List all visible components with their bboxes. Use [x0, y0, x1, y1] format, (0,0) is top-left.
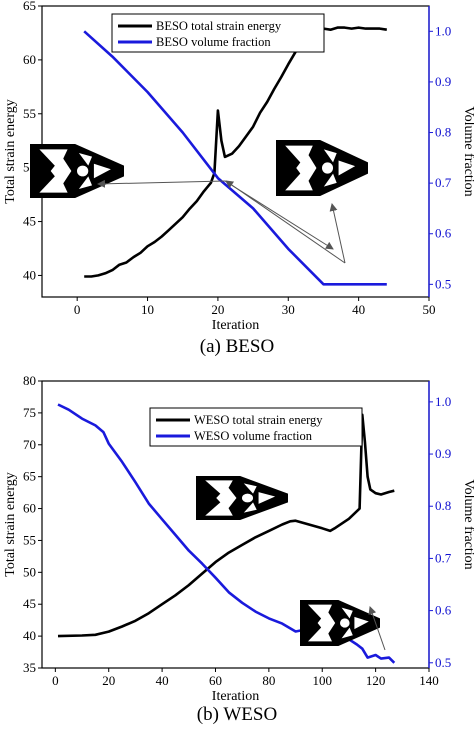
y-tick-label: 55 [23, 106, 36, 121]
y2-tick-label: 0.9 [435, 74, 451, 89]
y-axis-label: Total strain energy [3, 472, 18, 577]
structure-hole [243, 483, 257, 494]
structure-thumbnail [196, 476, 288, 520]
structure-thumbnail [276, 140, 368, 196]
y-tick-label: 80 [23, 373, 36, 388]
y2-axis-label: Volume fraction [461, 106, 474, 196]
structure-thumbnail [30, 144, 125, 198]
structure-hole [242, 493, 254, 503]
annotation-arrow [368, 606, 386, 651]
structure-hole [50, 156, 72, 186]
structure-hole [78, 176, 93, 189]
y-tick-label: 75 [23, 405, 36, 420]
y2-tick-label: 0.9 [435, 446, 451, 461]
x-tick-label: 0 [52, 673, 59, 688]
y2-tick-label: 1.0 [435, 23, 451, 38]
x-tick-label: 120 [366, 673, 386, 688]
legend-label: WESO total strain energy [194, 413, 323, 427]
y-tick-label: 60 [23, 501, 36, 516]
x-tick-label: 40 [352, 302, 365, 317]
legend-label: BESO volume fraction [156, 35, 271, 49]
y-tick-label: 55 [23, 532, 36, 547]
x-tick-label: 140 [419, 673, 439, 688]
legend-label: BESO total strain energy [156, 19, 282, 33]
structure-thumbnail [300, 600, 380, 646]
y-tick-label: 60 [23, 52, 36, 67]
structure-hole [317, 610, 336, 636]
y2-tick-label: 1.0 [435, 394, 451, 409]
x-tick-label: 10 [141, 302, 154, 317]
annotation-arrow [97, 179, 226, 188]
legend-box [111, 13, 325, 53]
structure-hole [39, 172, 68, 193]
structure-hole [296, 153, 317, 183]
y2-tick-label: 0.6 [435, 226, 452, 241]
series-line-strain-energy [84, 26, 387, 278]
x-tick-label: 100 [312, 673, 332, 688]
annotation-arrow [225, 180, 346, 264]
structure-hole [341, 607, 353, 619]
y2-tick-label: 0.5 [435, 655, 451, 670]
structure-hole [322, 162, 334, 174]
structure-hole [323, 149, 337, 163]
structure-hole [78, 153, 93, 166]
x-tick-label: 20 [102, 673, 115, 688]
y2-tick-label: 0.7 [435, 550, 452, 565]
x-axis-label: Iteration [212, 689, 259, 704]
x-tick-label: 40 [156, 673, 169, 688]
structure-hole [338, 160, 356, 176]
legend-label: WESO volume fraction [194, 429, 313, 443]
structure-hole [323, 173, 337, 187]
x-tick-label: 20 [211, 302, 224, 317]
annotation-arrow [329, 203, 346, 264]
y-tick-label: 70 [23, 437, 36, 452]
legend-box [149, 407, 363, 447]
y2-tick-label: 0.8 [435, 498, 451, 513]
figure-caption: (a) BESO [200, 336, 274, 357]
y-tick-label: 40 [23, 267, 36, 282]
structure-hole [243, 502, 257, 513]
structure-hole [340, 618, 350, 628]
y-tick-label: 45 [23, 596, 36, 611]
series-line-volume-fraction [57, 403, 396, 664]
y-tick-label: 65 [23, 0, 36, 13]
y2-tick-label: 0.7 [435, 175, 452, 190]
y-axis-label: Total strain energy [3, 99, 18, 204]
structure-hole [341, 627, 353, 639]
y-tick-label: 50 [23, 564, 36, 579]
structure-hole [39, 149, 68, 170]
y2-axis-label: Volume fraction [461, 479, 474, 569]
structure-hole [77, 165, 89, 177]
figure-caption: (b) WESO [197, 704, 277, 725]
x-tick-label: 60 [209, 673, 222, 688]
x-tick-label: 30 [282, 302, 295, 317]
y-tick-label: 40 [23, 628, 36, 643]
chart-weso: 0 20 40 60 80 100 120 140 35 40 45 50 55 60 65 70 75 80 0.… [3, 373, 474, 725]
series-line-strain-energy [57, 413, 395, 638]
structure-hole [258, 492, 276, 504]
structure-hole [93, 163, 111, 179]
chart-beso: 0 10 20 30 40 504045505560650.50.60.70.80.91.… [3, 0, 474, 357]
y-tick-label: 45 [23, 214, 36, 229]
y-tick-label: 35 [23, 660, 36, 675]
series-line-volume-fraction [83, 30, 387, 286]
structure-hole [354, 616, 369, 630]
x-axis-label: Iteration [212, 318, 259, 333]
x-tick-label: 0 [74, 302, 81, 317]
x-tick-label: 80 [262, 673, 275, 688]
structure-hole [216, 486, 237, 510]
y-tick-label: 65 [23, 469, 36, 484]
x-tick-label: 50 [423, 302, 436, 317]
y2-tick-label: 0.6 [435, 603, 452, 618]
y2-tick-label: 0.5 [435, 276, 451, 291]
y2-tick-label: 0.8 [435, 125, 451, 140]
